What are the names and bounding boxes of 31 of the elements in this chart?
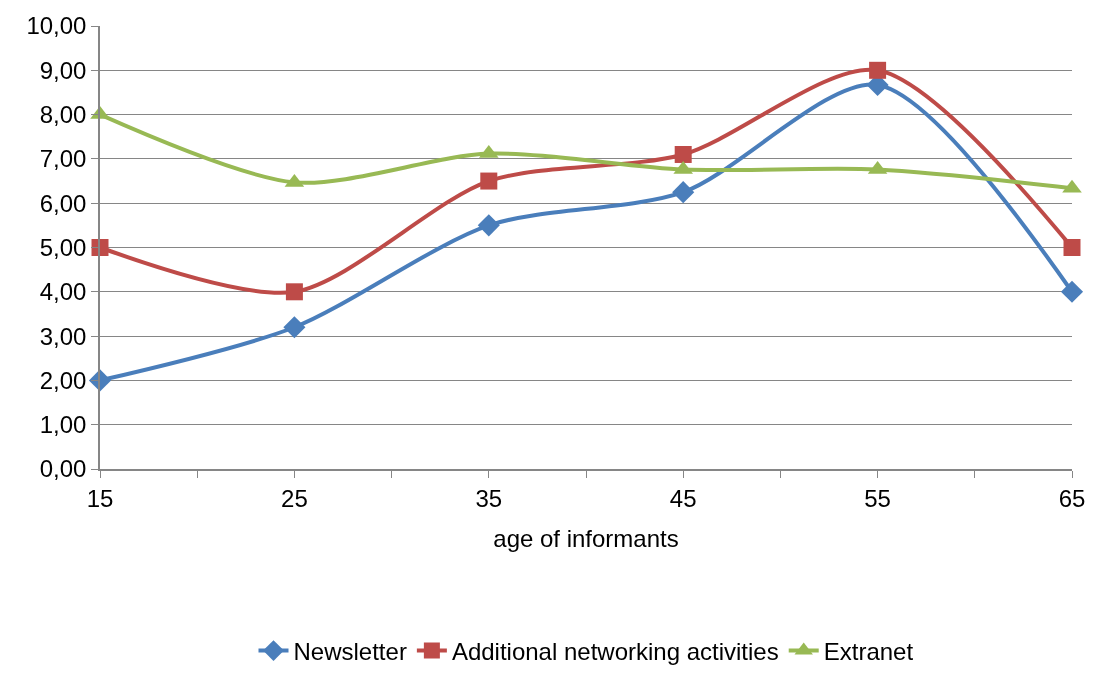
legend-label: Extranet bbox=[823, 637, 914, 665]
y-tick-label: 9,00 bbox=[39, 56, 87, 84]
y-tick-label: 10,00 bbox=[26, 12, 87, 40]
y-tick-label: 8,00 bbox=[39, 101, 87, 128]
point bbox=[1063, 239, 1081, 256]
legend-label: Additional networking activities bbox=[451, 637, 779, 665]
x-tick-label: 35 bbox=[475, 484, 503, 512]
y-tick-label: 2,00 bbox=[39, 366, 87, 394]
point bbox=[1062, 179, 1082, 193]
x-tick-label: 45 bbox=[669, 484, 697, 512]
point bbox=[480, 172, 498, 190]
point bbox=[869, 61, 887, 79]
x-tick-label: 55 bbox=[864, 484, 891, 512]
y-tick-label: 3,00 bbox=[39, 322, 87, 350]
legend-label: Newsletter bbox=[293, 637, 407, 665]
y-tick-label: 4,00 bbox=[39, 278, 87, 306]
point bbox=[674, 145, 692, 163]
y-tick-label: 5,00 bbox=[39, 233, 87, 261]
y-tick-label: 7,00 bbox=[39, 145, 87, 173]
y-tick-label: 6,00 bbox=[39, 189, 87, 217]
point bbox=[672, 181, 695, 204]
x-tick-label: 15 bbox=[86, 484, 114, 512]
point bbox=[285, 283, 303, 301]
y-tick-label: 0,00 bbox=[39, 455, 87, 483]
point bbox=[283, 316, 306, 339]
x-tick-label: 65 bbox=[1058, 484, 1086, 512]
x-tick-label: 25 bbox=[281, 484, 308, 512]
x-axis-title: age of informants bbox=[493, 525, 679, 553]
y-tick-label: 1,00 bbox=[39, 411, 87, 439]
point bbox=[477, 214, 500, 237]
point bbox=[1060, 280, 1084, 303]
